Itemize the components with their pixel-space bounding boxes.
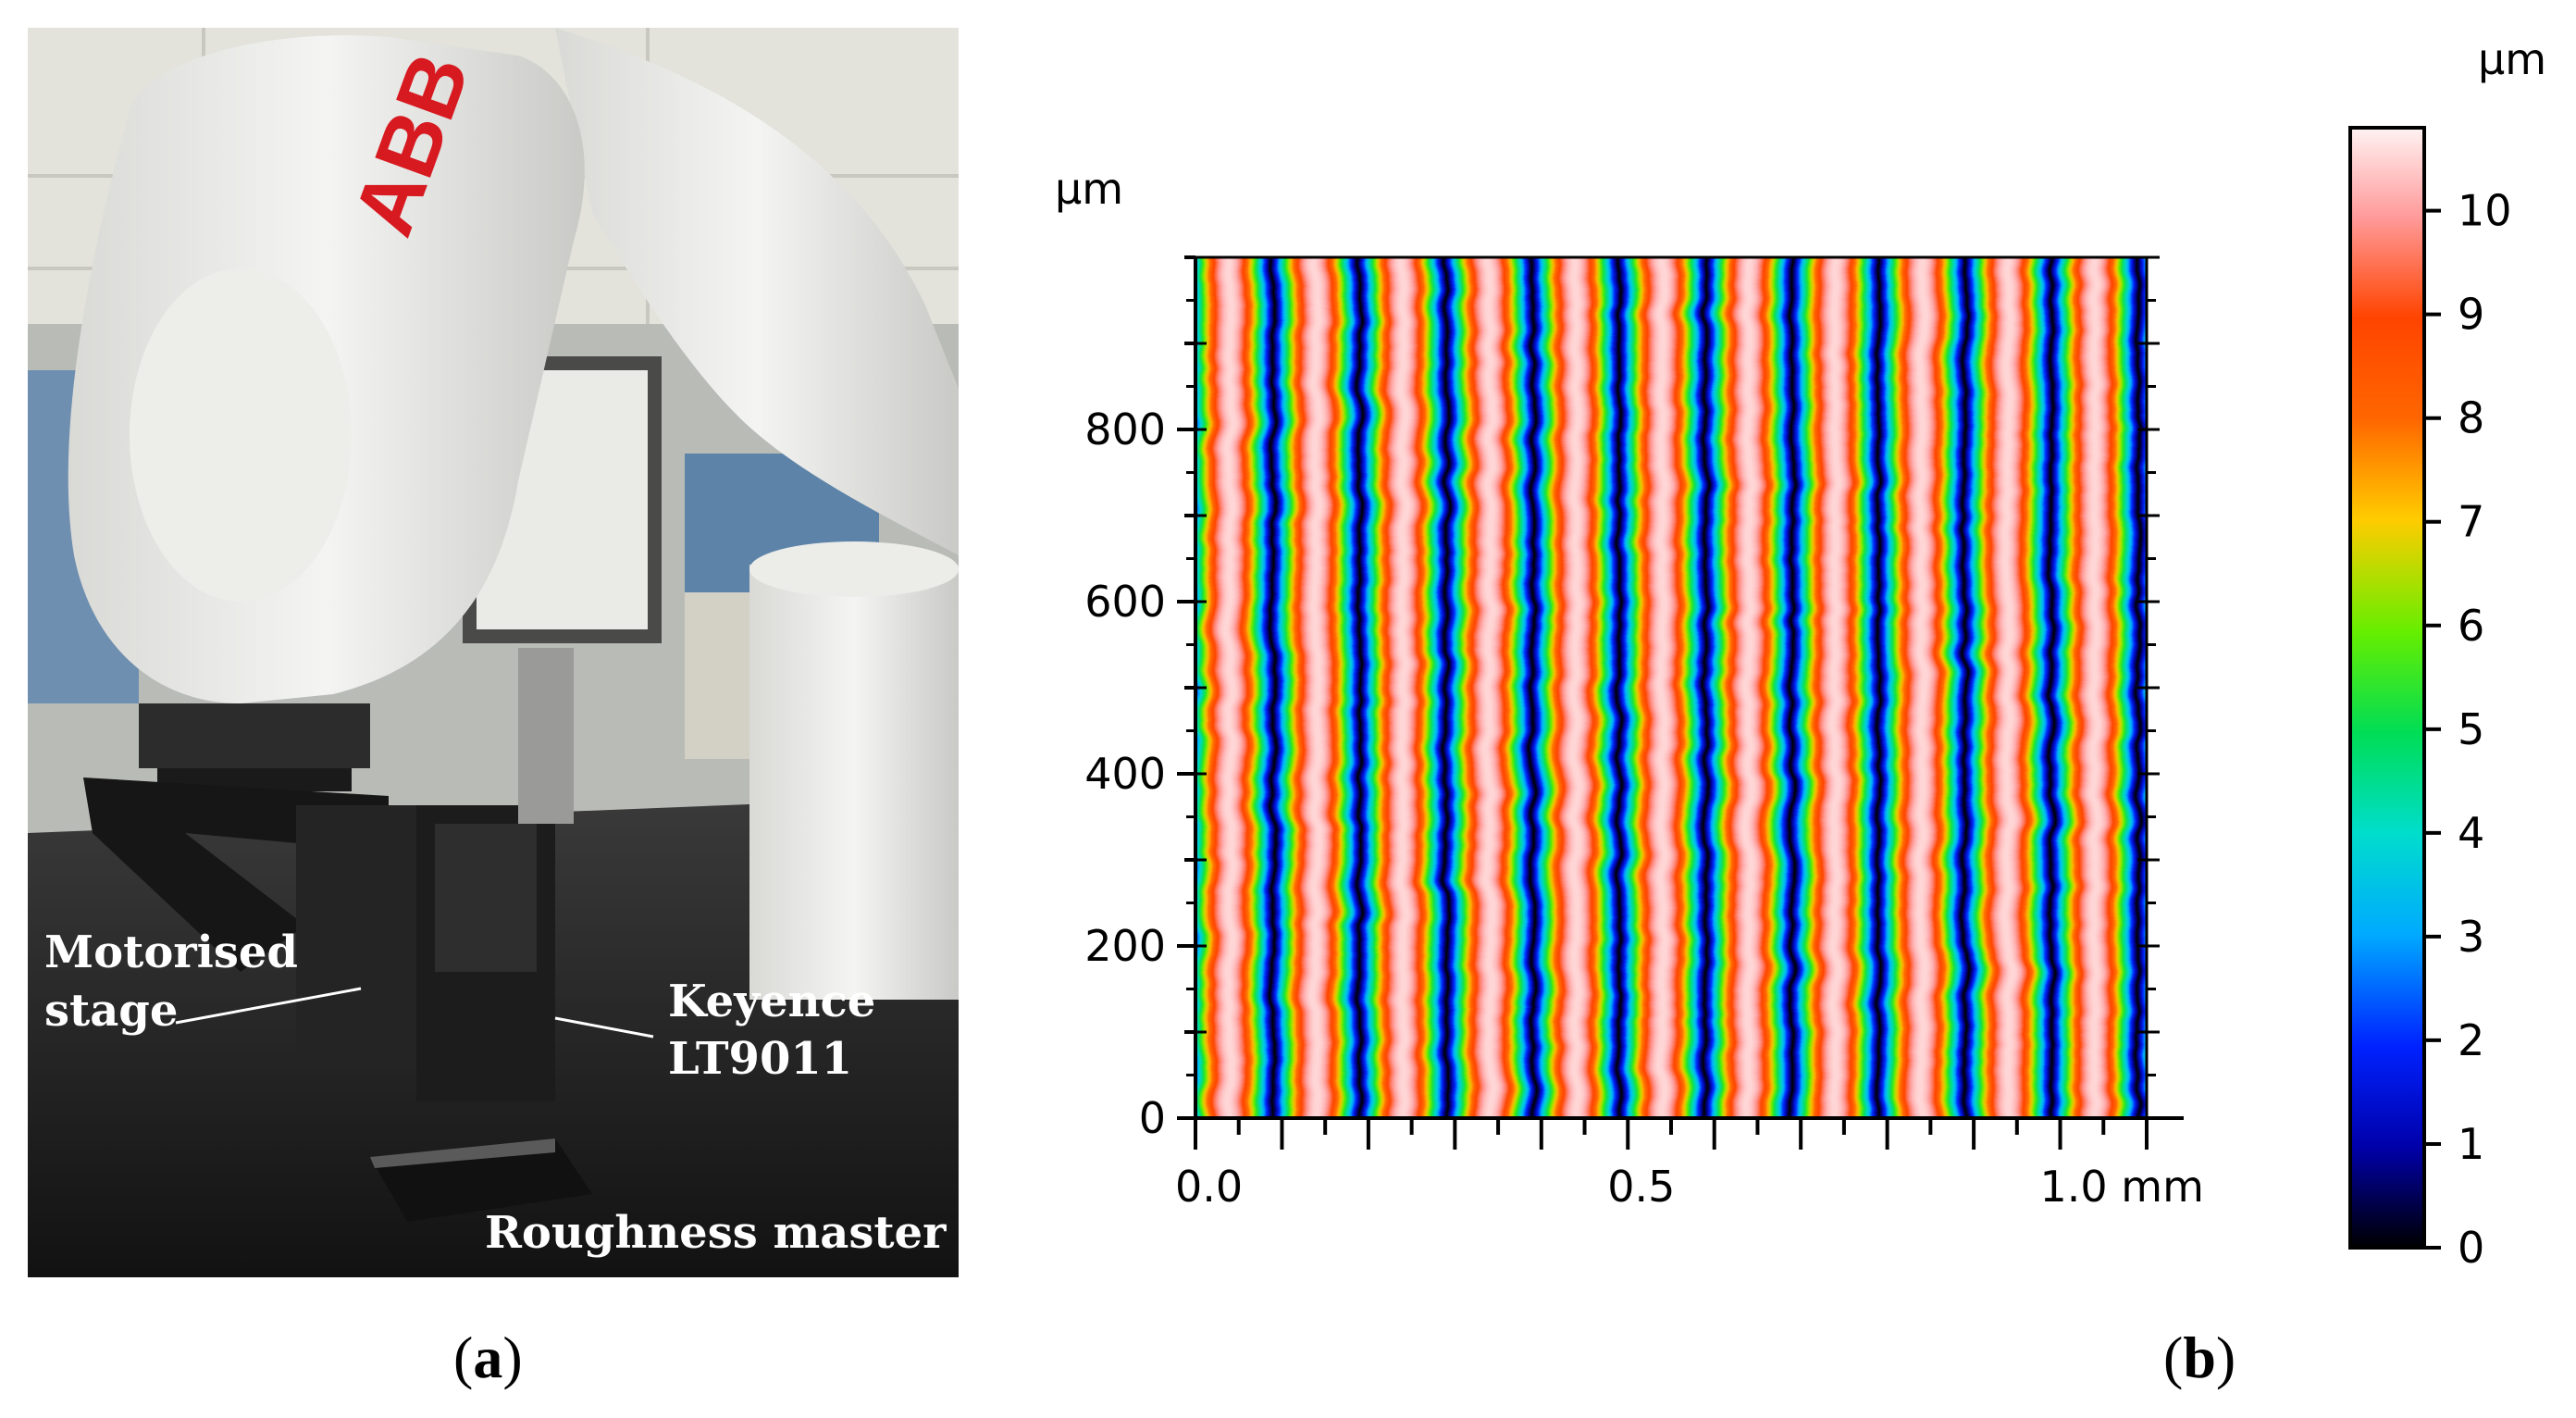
y-tick-label: 600 <box>1084 577 1166 627</box>
robot-arm <box>555 28 959 555</box>
roughness-master-label: Roughness master <box>485 1207 947 1259</box>
colorbar <box>2348 126 2426 1250</box>
y-tick-label: 200 <box>1084 921 1166 971</box>
colorbar-tick-label: 3 <box>2458 912 2484 962</box>
x-tick-label: 0.5 <box>1607 1162 1675 1212</box>
panel-a-label: (a) <box>453 1325 523 1390</box>
panel-b-label: (b) <box>2163 1325 2235 1390</box>
keyence-label-line2: LT9011 <box>668 1033 852 1085</box>
colorbar-tick-label: 6 <box>2458 601 2484 651</box>
colorbar-tick-label: 9 <box>2458 290 2484 340</box>
robot-pedestal <box>749 565 959 1000</box>
keyence-leader <box>554 1016 654 1039</box>
x-axis-ticks <box>1194 1118 2149 1150</box>
y-axis-ticks-right <box>2137 255 2160 1120</box>
colorbar-tick-label: 7 <box>2458 497 2484 547</box>
colorbar-tick-label: 5 <box>2458 704 2484 754</box>
height-map-chart: 0.0 0.5 1.0 mm 0 200 400 600 800 µm 0 1 2 3 4 5 6 7 8 9… <box>1055 34 2546 1273</box>
colorbar-tick-label: 2 <box>2458 1015 2484 1065</box>
colorbar-tick-label: 0 <box>2458 1223 2484 1273</box>
heatmap-surface <box>1195 257 2147 1118</box>
y-tick-label: 0 <box>1139 1093 1166 1143</box>
colorbar-tick-label: 10 <box>2458 186 2512 236</box>
y-tick-label: 400 <box>1084 749 1166 799</box>
motorised-stage-body <box>296 805 426 1064</box>
colorbar-tick-label: 8 <box>2458 393 2484 443</box>
x-axis-tick-labels: 0.0 0.5 1.0 mm <box>1175 1162 2204 1212</box>
colorbar-tick-label: 4 <box>2458 808 2484 858</box>
motorised-stage-label-line2: stage <box>44 985 178 1037</box>
motorised-stage-leader <box>175 987 362 1025</box>
y-tick-label: 800 <box>1084 404 1166 454</box>
keyence-label-line1: Keyence <box>668 976 875 1027</box>
y-axis-tick-labels: 0 200 400 600 800 <box>1084 404 1166 1143</box>
colorbar-tick-label: 1 <box>2458 1119 2484 1169</box>
y-axis-ticks <box>1177 255 1207 1120</box>
motorised-stage-label-line1: Motorised <box>44 927 298 978</box>
photo-panel: ABB Motorised stage Keyence LT9011 Rough… <box>28 28 959 1277</box>
x-tick-label: 0.0 <box>1175 1162 1243 1212</box>
colorbar-tick-labels: 0 1 2 3 4 5 6 7 8 9 10 <box>2458 186 2512 1273</box>
colorbar-unit-label: µm <box>2478 34 2546 84</box>
heatmap-fill <box>1195 257 2147 1118</box>
x-tick-label: 1.0 mm <box>2040 1162 2204 1212</box>
colorbar-ticks <box>2424 208 2441 1250</box>
robot-flange <box>139 703 370 768</box>
y-axis-unit-label: µm <box>1055 164 1123 214</box>
